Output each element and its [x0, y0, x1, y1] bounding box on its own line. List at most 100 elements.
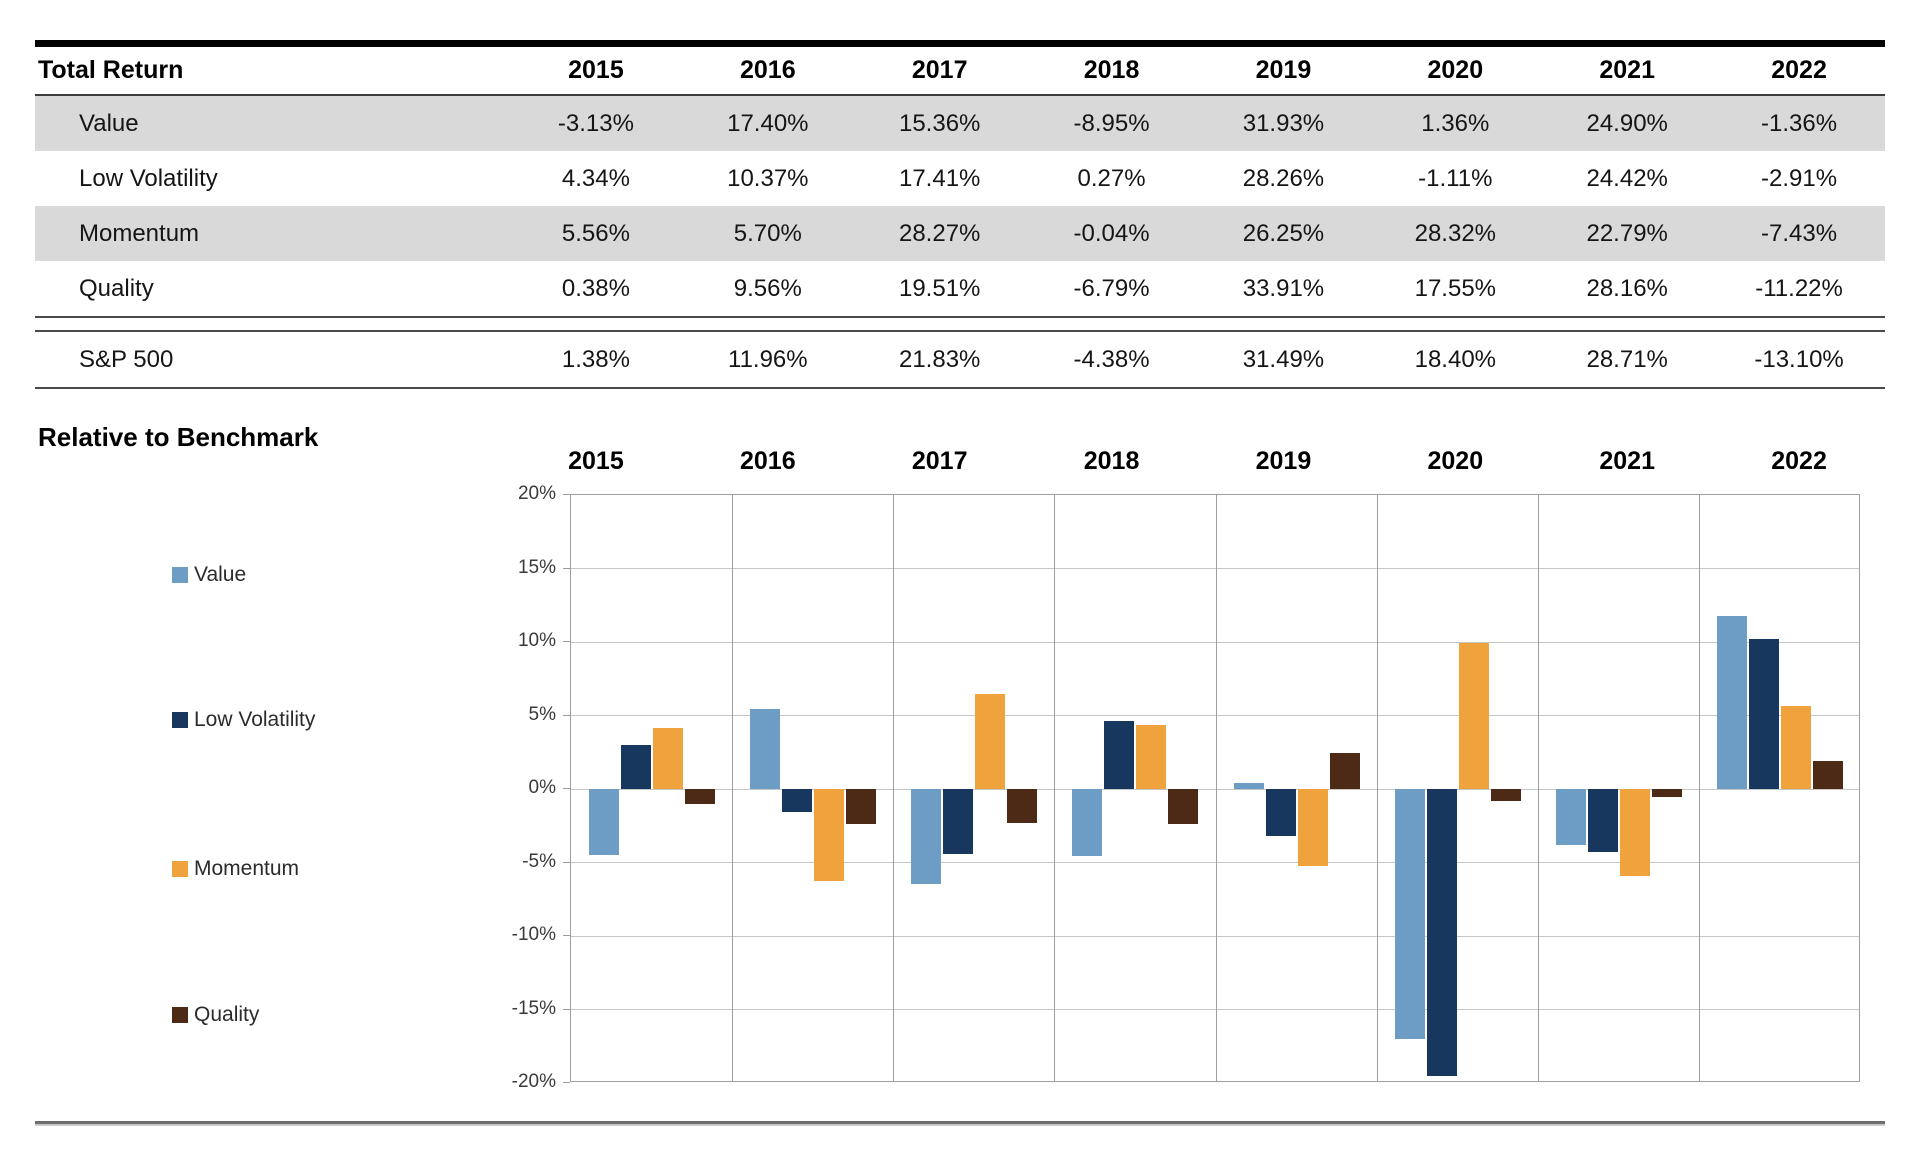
bar-quality-2017 [1007, 789, 1038, 824]
chart-year-labels: 2015 2016 2017 2018 2019 2020 2021 2022 [35, 447, 1885, 476]
table-cell: 28.26% [1242, 164, 1325, 192]
table-cell: -4.38% [1073, 345, 1150, 373]
bar-value-2016 [749, 709, 780, 789]
table-cell: 19.51% [898, 274, 981, 302]
y-axis-tick-mark [563, 788, 570, 789]
table-title: Total Return [38, 56, 184, 84]
bar-value-2019 [1233, 782, 1264, 789]
table-row: Low Volatility 4.34% 10.37% 17.41% 0.27% 28.2… [35, 151, 1885, 206]
row-label: Quality [79, 274, 154, 302]
legend-swatch-icon [172, 712, 188, 728]
row-label: Low Volatility [79, 164, 218, 192]
bar-value-2015 [588, 789, 619, 856]
y-axis-tick-mark [563, 935, 570, 936]
chart-year-label: 2019 [1255, 447, 1312, 475]
table-cell: 1.38% [561, 345, 630, 373]
bar-momentum-2021 [1620, 789, 1651, 877]
y-axis-tick-label: -15% [511, 997, 556, 1019]
table-cell: -8.95% [1073, 109, 1150, 137]
table-cell: 2018 [1083, 56, 1140, 84]
horizontal-gridline [571, 568, 1859, 569]
chart-year-label: 2020 [1427, 447, 1484, 475]
y-axis-tick-label: -20% [511, 1071, 556, 1092]
table-cell: 17.40% [727, 109, 809, 137]
bar-value-2020 [1394, 789, 1425, 1040]
bar-quality-2020 [1490, 789, 1521, 802]
bar-value-2017 [911, 789, 942, 885]
table-cell: -1.36% [1761, 109, 1838, 137]
table-cell: 31.49% [1242, 345, 1325, 373]
legend-item-quality: Quality [172, 1003, 259, 1027]
bar-quality-2019 [1329, 753, 1360, 789]
table-cell: 2020 [1427, 56, 1484, 84]
table-cell: -11.22% [1755, 274, 1843, 302]
table-row: Quality 0.38% 9.56% 19.51% -6.79% 33.91% 17.55… [35, 261, 1885, 316]
table-cell: 1.36% [1421, 109, 1490, 137]
bar-momentum-2019 [1297, 789, 1328, 867]
table-cell: 21.83% [898, 345, 981, 373]
legend-swatch-icon [172, 567, 188, 583]
chart-year-label: 2016 [740, 447, 796, 475]
bar-low-volatility-2022 [1749, 639, 1780, 789]
chart-year-label: 2017 [911, 447, 968, 475]
table-cell: 33.91% [1242, 274, 1325, 302]
bar-momentum-2017 [975, 694, 1006, 789]
bar-quality-2022 [1813, 761, 1844, 789]
bar-low-volatility-2020 [1426, 789, 1457, 1076]
top-divider [35, 40, 1885, 47]
bar-momentum-2015 [652, 727, 683, 789]
legend-label: Low Volatility [194, 708, 316, 731]
table-cell: 28.16% [1586, 274, 1668, 302]
table-cell: -1.11% [1418, 164, 1493, 192]
double-rule-line [35, 330, 1885, 332]
bar-low-volatility-2018 [1104, 720, 1135, 789]
y-axis-tick-label: 10% [517, 630, 556, 651]
legend-item-momentum: Momentum [172, 857, 299, 881]
vertical-gridline [1215, 495, 1217, 1081]
table-cell: 24.90% [1586, 109, 1668, 137]
legend-swatch-icon [172, 1007, 188, 1023]
legend-label: Quality [194, 1003, 260, 1026]
y-axis-tick-mark [563, 714, 570, 716]
table-cell: 28.27% [898, 219, 981, 247]
legend-label: Momentum [194, 857, 300, 880]
table-cell: 2019 [1255, 56, 1312, 84]
table-cell: 2017 [911, 56, 968, 84]
table-cell: 26.25% [1242, 219, 1325, 247]
table-cell: 2015 [568, 56, 624, 84]
horizontal-gridline [571, 862, 1859, 863]
y-axis-tick-label: -10% [511, 924, 556, 945]
table-row: S&P 500 1.38% 11.96% 21.83% -4.38% 31.49% 18.4… [35, 332, 1885, 387]
vertical-gridline [731, 495, 733, 1081]
bar-value-2018 [1072, 789, 1103, 857]
vertical-gridline [1538, 495, 1539, 1081]
table-cell: 28.32% [1414, 219, 1497, 247]
table-row: Total Return 2015 2016 2017 2018 2019 2020 2021… [35, 47, 1885, 96]
bar-low-volatility-2019 [1265, 789, 1296, 837]
table-cell: 31.93% [1242, 109, 1325, 137]
y-axis-tick-label: -5% [522, 850, 556, 872]
table-cell: 9.56% [733, 274, 802, 302]
bar-momentum-2020 [1458, 643, 1489, 789]
total-return-table: Total Return 2015 2016 2017 2018 2019 2020 2021… [35, 47, 1885, 389]
bar-momentum-2018 [1136, 725, 1167, 789]
vertical-gridline [1054, 495, 1056, 1081]
table-cell: 24.42% [1586, 164, 1668, 192]
table-cell: 22.79% [1586, 219, 1668, 247]
legend-item-value: Value [172, 563, 246, 587]
double-rule-line [35, 316, 1885, 318]
y-axis-tick-mark [563, 1008, 570, 1010]
table-cell: 5.70% [733, 219, 802, 247]
table-cell: 17.41% [898, 164, 981, 192]
y-axis-tick-mark [563, 494, 570, 495]
y-axis-tick-mark [563, 861, 570, 863]
table-cell: 2016 [740, 56, 796, 84]
table-bottom-rule [35, 387, 1885, 389]
table-row: Momentum 5.56% 5.70% 28.27% -0.04% 26.25% 28.3… [35, 206, 1885, 261]
horizontal-gridline [571, 788, 1859, 790]
table-cell: 5.56% [561, 219, 630, 247]
chart-title: Relative to Benchmark [38, 422, 319, 452]
bar-momentum-2022 [1781, 705, 1812, 789]
chart-year-label: 2015 [568, 447, 624, 475]
table-cell: 28.71% [1586, 345, 1668, 373]
